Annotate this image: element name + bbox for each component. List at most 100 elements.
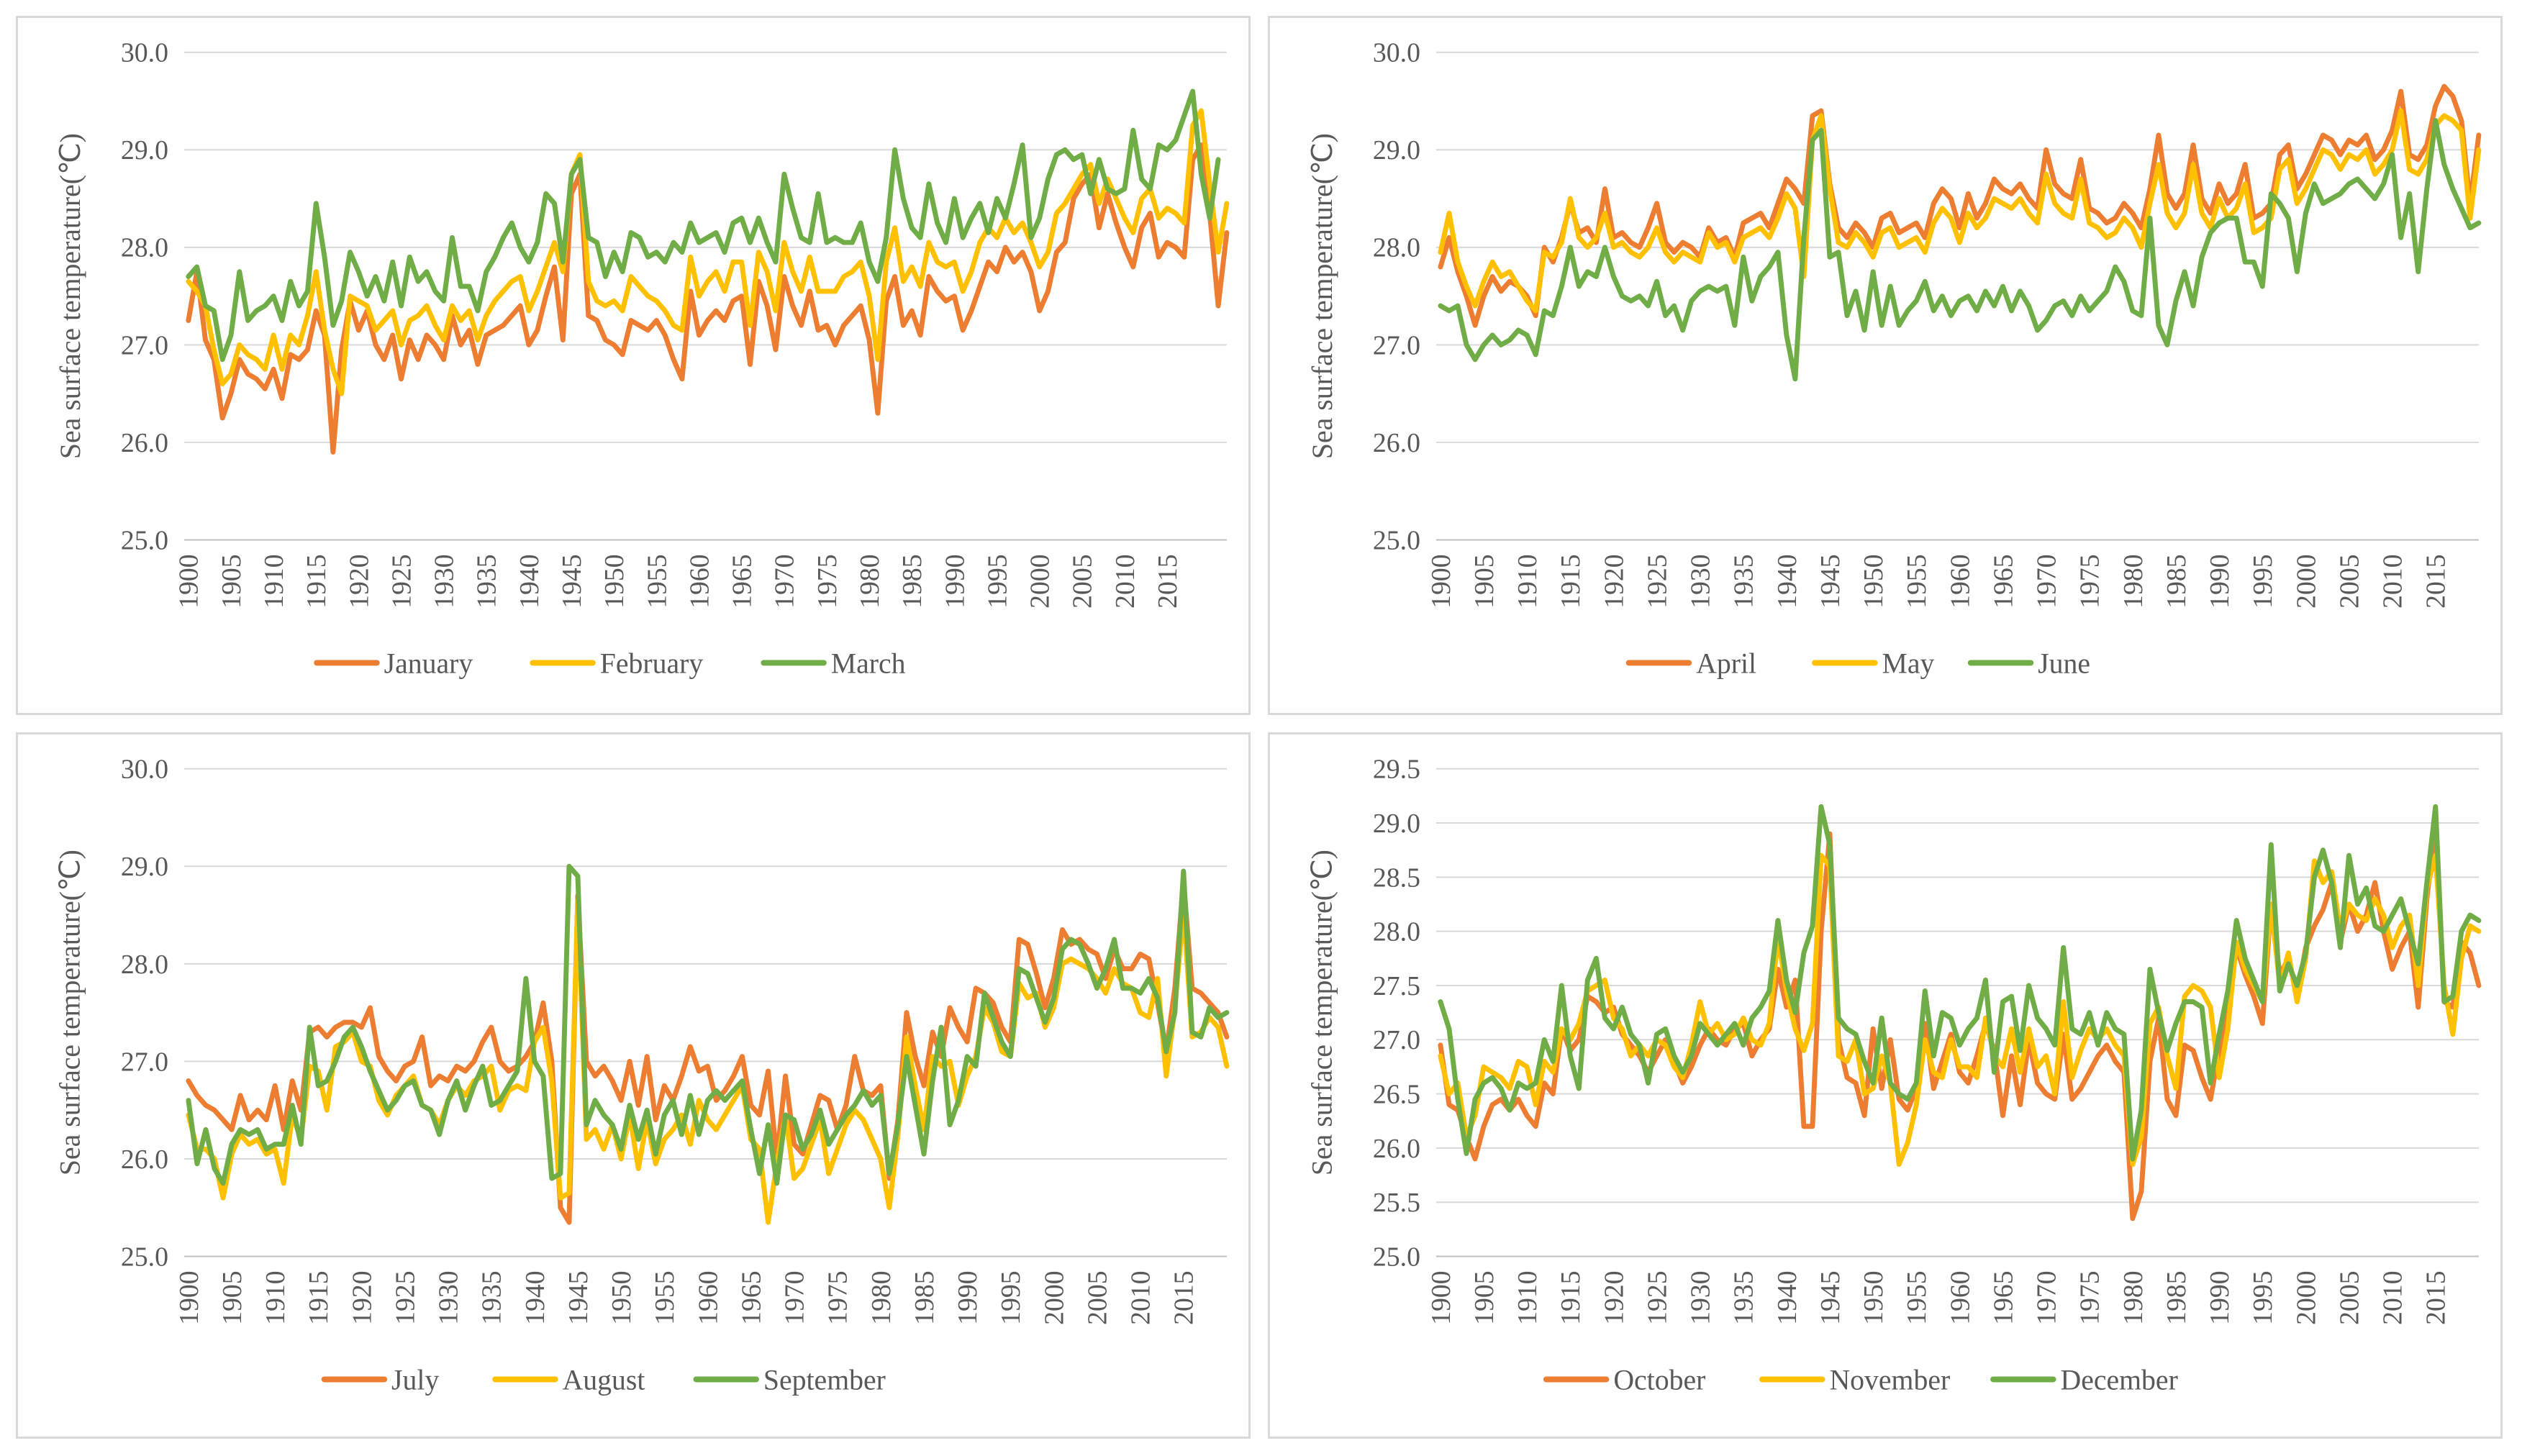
x-tick-label: 1980 — [866, 1270, 897, 1325]
legend-label: August — [563, 1364, 645, 1396]
y-tick-label: 29.0 — [1373, 135, 1420, 165]
x-tick-label: 2005 — [2334, 1270, 2364, 1324]
x-tick-label: 1975 — [2075, 554, 2105, 609]
chart-jan-mar: 25.0 26.0 27.0 28.0 29.0 30.0 1900 1905 1910 1915… — [55, 38, 1230, 679]
x-tick-label: 1995 — [996, 1270, 1026, 1324]
y-tick-label: 25.0 — [1373, 525, 1420, 555]
y-tick-label: 28.0 — [121, 950, 168, 980]
x-tick-label: 1920 — [347, 1270, 377, 1325]
x-tick-label: 2015 — [2421, 554, 2451, 609]
y-tick-label: 28.5 — [1373, 863, 1420, 893]
y-tick-label: 25.0 — [121, 1242, 168, 1272]
x-tick-label: 2005 — [1068, 554, 1098, 609]
legend-label: February — [600, 647, 704, 679]
y-tick-label: 26.5 — [1373, 1080, 1420, 1110]
y-axis-label: Sea surface temperature(℃) — [1307, 133, 1338, 459]
y-tick-label: 28.0 — [121, 233, 168, 263]
chart-panel-jul-sep: 25.0 26.0 27.0 28.0 29.0 30.0 1900 1905 1910 1915… — [16, 732, 1251, 1439]
x-tick-label: 1925 — [1642, 1270, 1672, 1325]
y-tick-label: 29.0 — [121, 135, 168, 165]
legend-label: December — [2061, 1364, 2178, 1396]
x-tick-label: 1945 — [563, 1270, 594, 1325]
x-tick-label: 1905 — [1469, 1270, 1500, 1325]
legend-label: April — [1696, 647, 1756, 679]
x-tick-label: 2015 — [1169, 1270, 1199, 1324]
x-tick-label: 1915 — [304, 1270, 334, 1325]
chart-jul-sep: 25.0 26.0 27.0 28.0 29.0 30.0 1900 1905 1910 1915… — [55, 755, 1230, 1396]
y-tick-label: 29.5 — [1373, 755, 1420, 785]
x-tick-label: 1905 — [217, 554, 247, 609]
chart-panel-apr-jun: 25.0 26.0 27.0 28.0 29.0 30.0 1900 1905 1910 1915… — [1268, 16, 2503, 715]
y-tick-label: 25.0 — [1373, 1242, 1420, 1272]
x-tick-label: 1945 — [1815, 554, 1846, 609]
x-tick-label: 1900 — [1426, 1270, 1456, 1325]
x-tick-label: 1990 — [2205, 554, 2235, 609]
x-tick-label: 2005 — [2334, 554, 2364, 609]
legend-label: October — [1613, 1364, 1705, 1396]
x-tick-label: 1915 — [1556, 1270, 1586, 1325]
y-tick-label: 30.0 — [121, 38, 168, 68]
x-tick-label: 1935 — [477, 1270, 507, 1325]
series-line-september — [186, 863, 1230, 1186]
x-tick-label: 2015 — [2421, 1270, 2451, 1324]
x-tick-label: 1950 — [1859, 554, 1889, 609]
x-tick-label: 1920 — [1599, 554, 1629, 609]
x-tick-label: 1990 — [953, 1270, 983, 1325]
y-tick-label: 25.5 — [1373, 1188, 1420, 1218]
x-tick-label: 1905 — [217, 1270, 248, 1325]
x-tick-label: 1955 — [1902, 1270, 1932, 1324]
series-line-july — [186, 878, 1230, 1225]
y-tick-label: 25.0 — [121, 525, 168, 555]
x-tick-label: 2015 — [1153, 554, 1183, 609]
x-tick-label: 1925 — [386, 554, 417, 609]
x-tick-label: 1920 — [344, 554, 374, 609]
x-tick-label: 1940 — [514, 554, 545, 609]
y-tick-label: 26.0 — [1373, 1134, 1420, 1164]
x-tick-label: 1915 — [301, 554, 332, 609]
x-tick-label: 2010 — [1110, 554, 1140, 609]
y-tick-label: 27.0 — [121, 1047, 168, 1077]
x-tick-label: 1930 — [434, 1270, 464, 1325]
x-tick-label: 1900 — [174, 554, 204, 609]
legend-label: September — [763, 1364, 886, 1396]
x-tick-label: 2005 — [1082, 1270, 1112, 1324]
x-tick-label: 1985 — [2162, 1270, 2192, 1325]
legend-label: January — [384, 647, 473, 679]
series-line-march — [186, 88, 1221, 363]
x-tick-label: 1965 — [736, 1270, 766, 1325]
x-tick-label: 1995 — [2248, 1270, 2278, 1324]
x-tick-label: 1960 — [693, 1270, 723, 1324]
series-line-january — [186, 142, 1230, 455]
x-tick-label: 2010 — [1126, 1270, 1156, 1324]
chart-oct-dec: 25.0 25.5 26.0 26.5 27.0 27.5 28.0 28.5 29.0 29.5… — [1307, 755, 2482, 1396]
series-line-december — [1438, 804, 2482, 1162]
x-tick-label: 1985 — [910, 1270, 940, 1325]
x-tick-label: 1990 — [940, 554, 970, 609]
x-tick-label: 1985 — [2162, 554, 2192, 609]
y-axis-label: Sea surface temperature(℃) — [1307, 850, 1338, 1175]
x-tick-label: 1975 — [823, 1270, 853, 1325]
x-tick-label: 1955 — [650, 1270, 680, 1324]
x-tick-label: 1905 — [1469, 554, 1500, 609]
x-tick-label: 1990 — [2205, 1270, 2235, 1325]
x-tick-label: 1945 — [557, 554, 587, 609]
x-tick-label: 1945 — [1815, 1270, 1846, 1325]
y-tick-label: 26.0 — [1373, 428, 1420, 458]
y-axis-label: Sea surface temperature(℃) — [55, 850, 86, 1175]
y-tick-label: 26.0 — [121, 428, 168, 458]
x-tick-label: 1940 — [1772, 1270, 1802, 1325]
x-tick-label: 1970 — [2032, 1270, 2062, 1325]
x-tick-label: 1960 — [1945, 1270, 1975, 1324]
x-tick-label: 1930 — [1686, 554, 1716, 609]
x-tick-label: 1910 — [259, 554, 289, 609]
legend-label: November — [1829, 1364, 1950, 1396]
x-tick-label: 1925 — [1642, 554, 1672, 609]
y-tick-label: 27.0 — [1373, 330, 1420, 360]
x-tick-label: 1955 — [1902, 554, 1932, 609]
x-tick-label: 1960 — [684, 554, 715, 609]
y-tick-label: 27.5 — [1373, 971, 1420, 1001]
series-line-august — [186, 898, 1230, 1225]
x-tick-label: 1965 — [1988, 1270, 2018, 1325]
x-tick-label: 1910 — [1512, 1270, 1543, 1325]
legend-label: June — [2038, 647, 2090, 679]
